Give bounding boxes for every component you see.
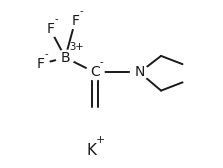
Ellipse shape <box>56 50 74 65</box>
Text: -: - <box>45 49 48 59</box>
Text: +: + <box>96 135 105 145</box>
Ellipse shape <box>31 57 50 72</box>
Text: K: K <box>87 143 97 158</box>
Ellipse shape <box>66 14 84 29</box>
Ellipse shape <box>41 22 60 37</box>
Text: B: B <box>60 51 70 65</box>
Ellipse shape <box>86 65 104 80</box>
Text: F: F <box>71 14 79 28</box>
Text: C: C <box>90 65 100 79</box>
Text: -: - <box>79 6 83 16</box>
Text: F: F <box>46 23 54 36</box>
Text: -: - <box>54 14 58 24</box>
Text: N: N <box>134 65 145 79</box>
Text: F: F <box>36 57 44 71</box>
Text: -: - <box>99 57 103 67</box>
Text: 3+: 3+ <box>69 42 84 52</box>
Ellipse shape <box>130 65 149 80</box>
Ellipse shape <box>83 143 101 158</box>
